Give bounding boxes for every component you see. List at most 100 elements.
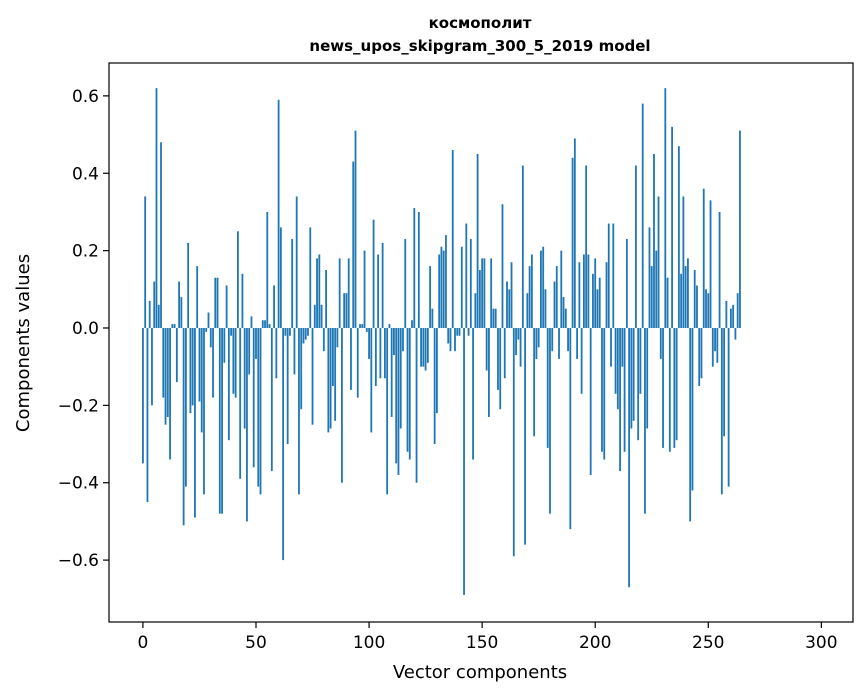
bar: [433, 327, 436, 445]
bar: [151, 327, 153, 406]
bar: [653, 153, 655, 328]
bar: [691, 327, 694, 491]
bar: [209, 327, 212, 348]
bar: [463, 327, 465, 595]
bar: [257, 327, 260, 487]
bar: [302, 327, 305, 344]
bar: [569, 327, 572, 530]
bar: [485, 327, 488, 371]
bar: [555, 266, 558, 328]
bar: [621, 327, 624, 367]
bar: [241, 273, 244, 328]
bar: [623, 327, 626, 452]
bar: [499, 327, 502, 410]
bar: [234, 327, 237, 398]
bar: [232, 327, 235, 394]
bar: [422, 327, 425, 367]
bar: [454, 327, 456, 352]
bar: [582, 254, 585, 328]
bar: [460, 246, 463, 328]
bar: [212, 327, 214, 398]
bar: [662, 327, 664, 448]
bar: [350, 327, 352, 390]
bar: [551, 327, 554, 352]
bar: [164, 327, 167, 425]
bar: [286, 327, 289, 445]
bar: [637, 327, 640, 441]
bar: [469, 239, 472, 328]
bar: [478, 269, 481, 328]
bar: [248, 327, 251, 375]
bar: [194, 327, 196, 518]
bar: [727, 327, 730, 487]
bar: [388, 324, 391, 328]
x-tick-label: 200: [579, 633, 611, 653]
bar: [580, 327, 583, 394]
bar: [426, 327, 429, 363]
bar: [716, 327, 719, 363]
x-tick-label: 150: [466, 633, 498, 653]
bar: [336, 327, 339, 348]
bar: [530, 254, 533, 328]
bar: [501, 204, 504, 328]
bar: [270, 327, 273, 472]
bar: [379, 327, 382, 379]
bar: [266, 211, 269, 328]
bar: [252, 327, 255, 468]
y-tick-label: −0.2: [58, 396, 99, 416]
bar: [399, 327, 402, 429]
bar: [734, 327, 737, 340]
bar: [445, 235, 447, 328]
bar: [361, 324, 364, 328]
bar: [598, 277, 601, 328]
bar: [307, 327, 309, 336]
bar: [223, 327, 226, 363]
bar: [739, 130, 741, 328]
bar: [173, 324, 176, 328]
bar: [481, 258, 484, 328]
bar: [537, 327, 540, 348]
bar: [693, 269, 696, 328]
bar: [397, 327, 400, 475]
bar: [506, 281, 508, 328]
bar: [614, 327, 617, 394]
bar: [343, 293, 346, 328]
bar: [542, 246, 545, 328]
bar: [709, 200, 712, 328]
bar: [417, 211, 420, 328]
bar: [291, 239, 294, 328]
bar: [191, 327, 194, 406]
y-tick-label: −0.6: [58, 551, 99, 571]
bar: [218, 327, 221, 514]
bar: [282, 327, 285, 561]
bar: [374, 327, 377, 387]
bar: [508, 289, 511, 328]
bar: [144, 196, 147, 328]
bar: [619, 327, 621, 472]
bar: [576, 327, 579, 359]
bar: [616, 327, 619, 410]
bar: [404, 239, 407, 328]
bar: [402, 327, 404, 352]
bar: [368, 327, 370, 359]
bar: [677, 146, 680, 328]
bar: [214, 277, 217, 328]
bar: [567, 327, 569, 352]
bar: [334, 327, 337, 421]
y-axis: −0.6 −0.4 −0.2 0.0 0.2 0.4 0.6: [58, 87, 109, 571]
bar: [352, 161, 355, 328]
bar: [221, 327, 223, 514]
bar: [237, 231, 239, 328]
bar: [512, 327, 515, 557]
bar: [207, 312, 210, 328]
bar: [171, 324, 174, 328]
bar: [524, 327, 526, 545]
bar: [153, 281, 156, 328]
bar: [415, 327, 418, 483]
bar: [259, 327, 262, 495]
bar: [279, 227, 282, 328]
chart-title: космополит: [429, 14, 532, 32]
bar: [203, 327, 205, 495]
bar: [347, 258, 350, 328]
